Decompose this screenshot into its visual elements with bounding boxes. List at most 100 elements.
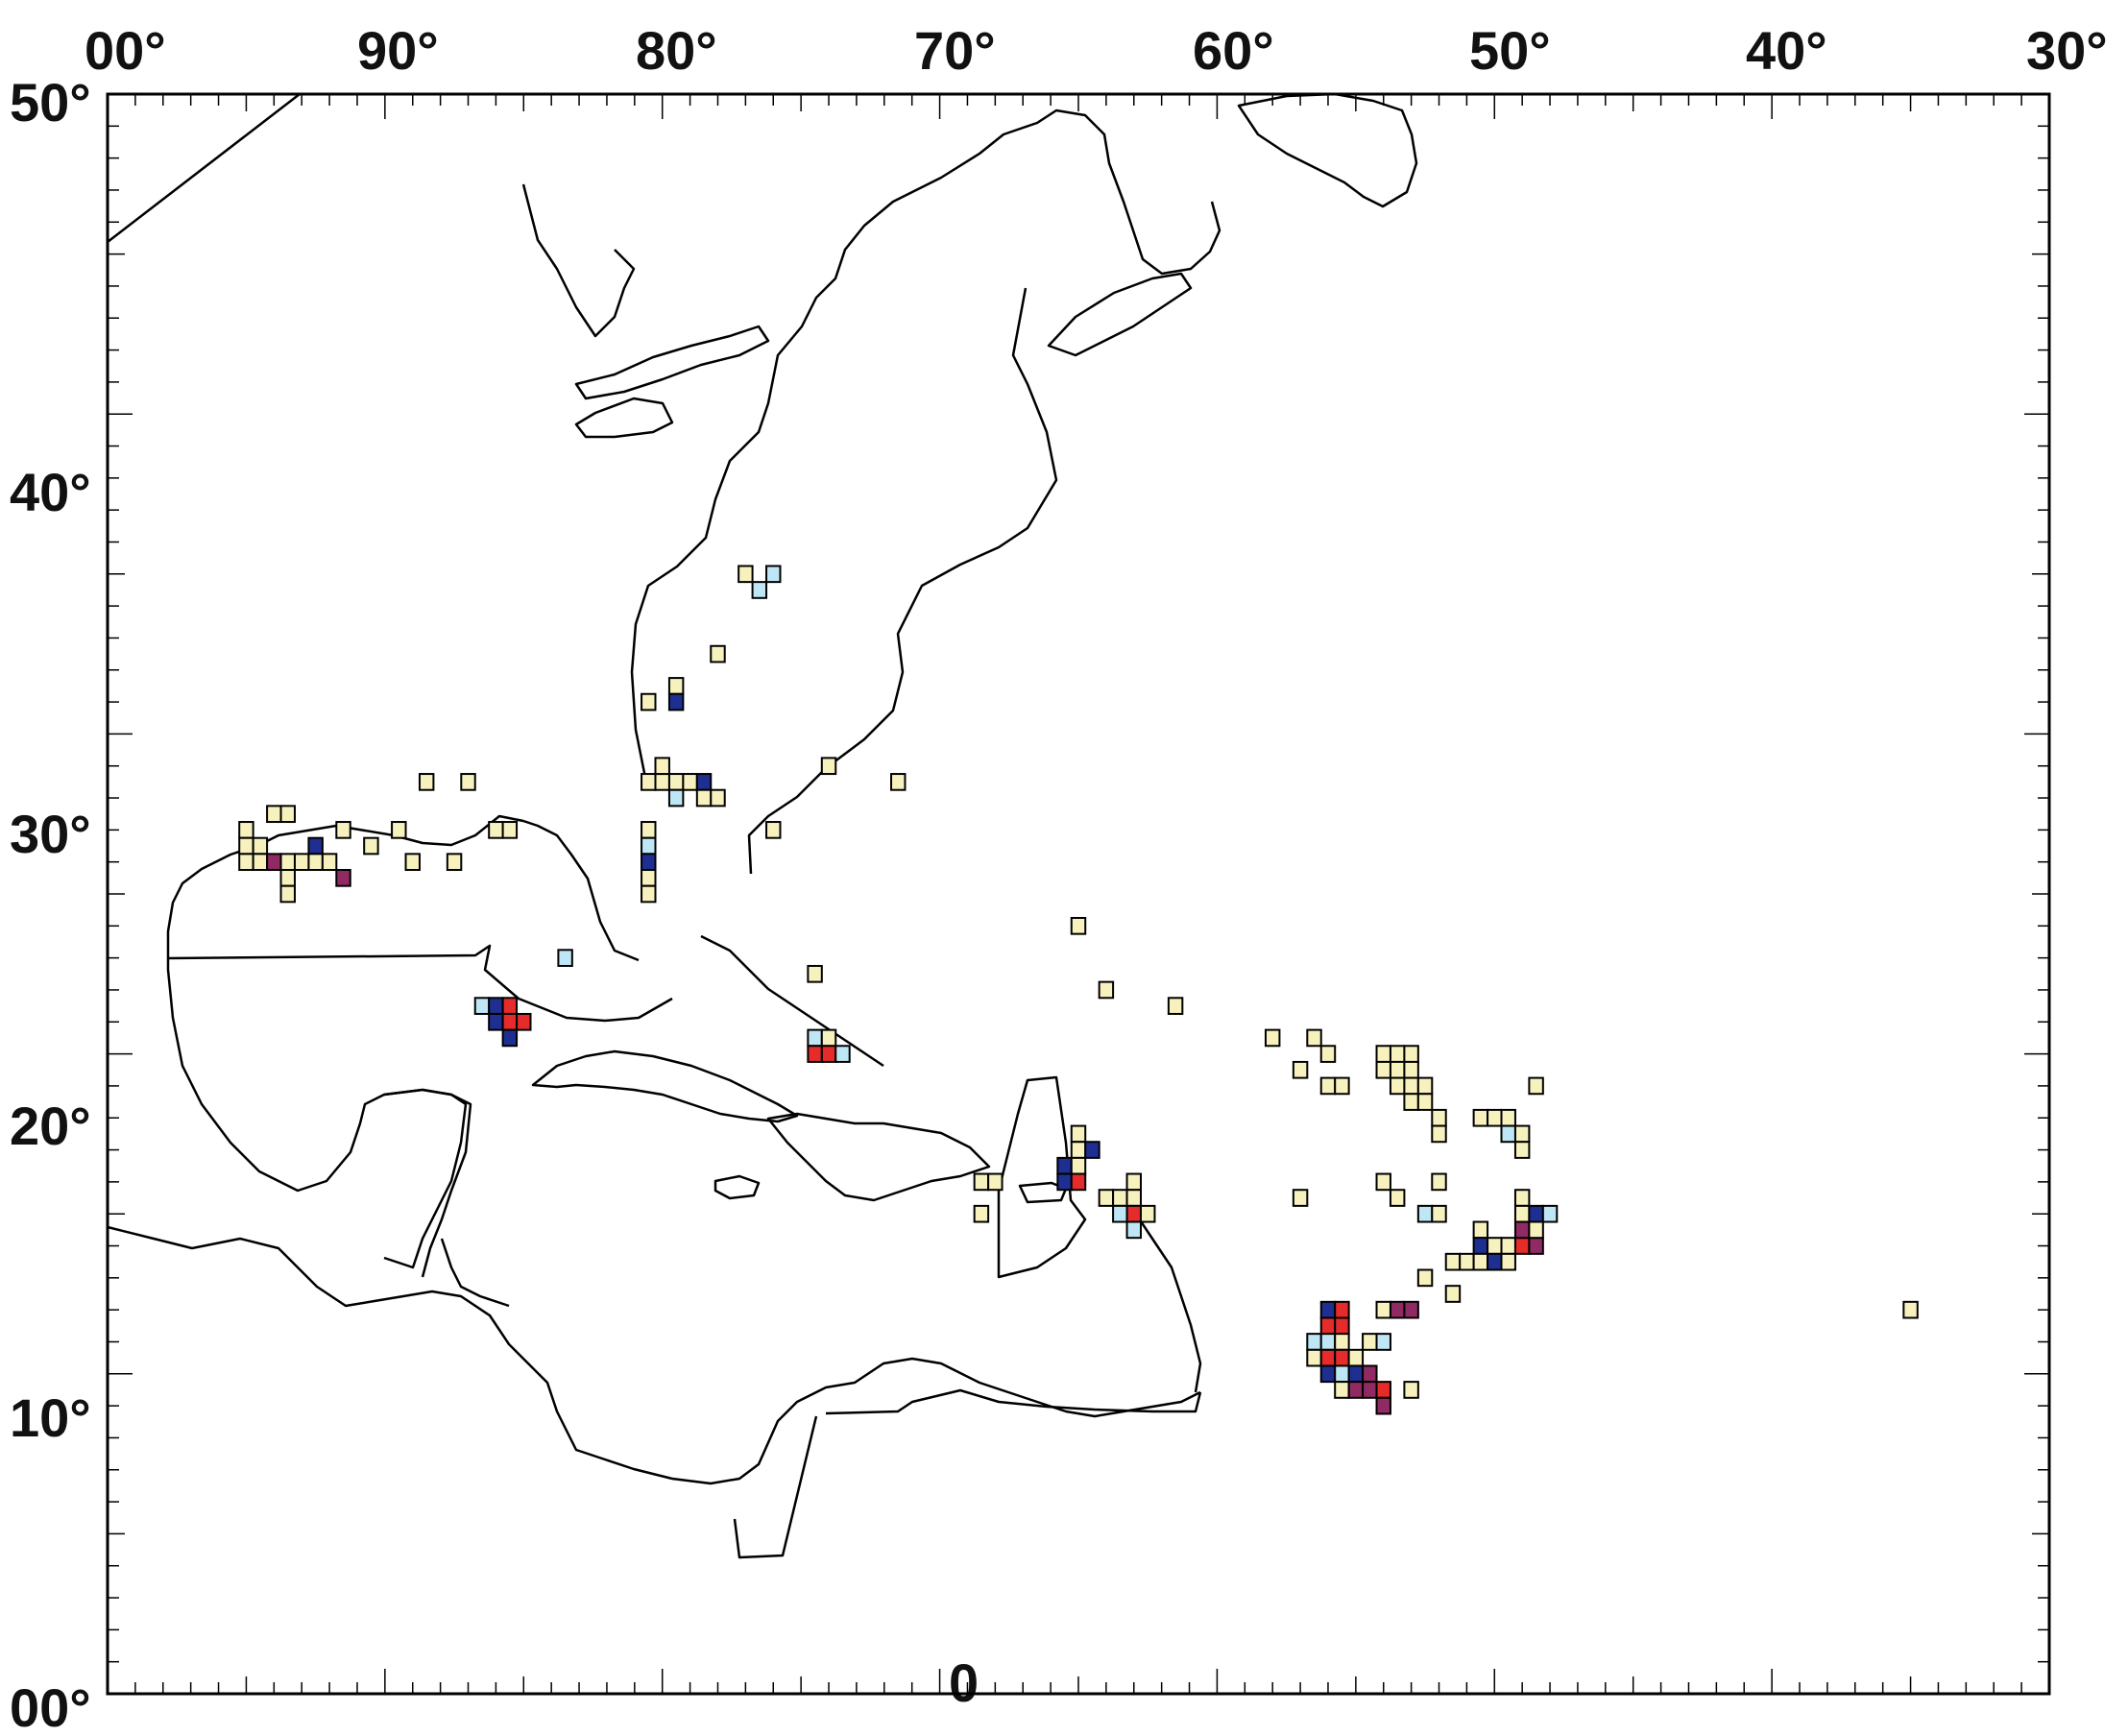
grid-cell-purple xyxy=(335,869,351,887)
grid-cell-cream xyxy=(418,773,435,791)
grid-cell-cream xyxy=(1500,1108,1516,1127)
grid-cell-cream xyxy=(1167,997,1184,1015)
grid-cell-dark-blue xyxy=(307,836,324,856)
top-label-70: 70° xyxy=(914,20,996,81)
grid-cell-cream xyxy=(238,853,254,872)
grid-cell-cream xyxy=(1098,1189,1115,1207)
grid-cell-dark-blue xyxy=(1056,1172,1073,1192)
grid-cell-cream xyxy=(710,788,726,808)
grid-cell-cream xyxy=(765,821,782,839)
grid-cell-cream xyxy=(738,565,754,584)
grid-cell-cream xyxy=(501,821,519,839)
grid-cell-light-blue xyxy=(641,836,657,856)
grid-cell-cream xyxy=(1403,1045,1419,1063)
grid-cell-cream xyxy=(641,773,657,791)
hispaniola xyxy=(766,1112,991,1202)
grid-cell-cream xyxy=(1375,1045,1391,1063)
grid-cell-cream xyxy=(1513,1204,1531,1223)
grid-cell-cream xyxy=(238,821,254,839)
grid-cell-light-blue xyxy=(1319,1333,1337,1351)
antilles-eez xyxy=(997,1075,1087,1279)
grid-cell-cream xyxy=(1375,1172,1391,1192)
left-label-50: 50° xyxy=(10,72,91,133)
grid-cell-cream xyxy=(1472,1108,1489,1127)
left-label-30: 30° xyxy=(10,804,91,864)
top-label-60: 60° xyxy=(1193,20,1274,81)
grid-cell-dark-blue xyxy=(667,692,685,711)
grid-cell-purple xyxy=(1403,1300,1419,1319)
grid-cell-cream xyxy=(1362,1333,1378,1351)
grid-cell-cream xyxy=(1375,1060,1391,1079)
grid-cell-cream xyxy=(1513,1124,1531,1144)
grid-cell-purple xyxy=(1362,1364,1378,1384)
left-label-0: 00° xyxy=(10,1677,91,1736)
lesser-antilles xyxy=(1131,1209,1202,1393)
grid-cell-cream xyxy=(641,884,657,904)
grid-cell-light-blue xyxy=(1541,1204,1559,1223)
grid-cell-cream xyxy=(1403,1076,1419,1096)
left-label-40: 40° xyxy=(10,462,91,522)
grid-cell-cream xyxy=(1416,1268,1434,1288)
grid-cell-cream xyxy=(1416,1076,1434,1096)
grid-cell-cream xyxy=(973,1204,990,1223)
south-america-north xyxy=(671,1357,1201,1485)
grid-cell-cream xyxy=(460,773,476,791)
grid-cell-dark-blue xyxy=(1528,1204,1544,1223)
grid-cell-red xyxy=(1334,1348,1350,1367)
grid-cell-cream xyxy=(1070,1156,1087,1175)
puerto-rico xyxy=(1018,1181,1068,1204)
grid-cell-red xyxy=(1375,1381,1391,1399)
north-america-coast xyxy=(630,108,1221,779)
grid-cell-cream xyxy=(820,757,837,776)
top-label-50: 50° xyxy=(1469,20,1551,81)
grid-cell-cream xyxy=(1513,1189,1531,1207)
grid-cell-cream xyxy=(1070,1124,1087,1144)
grid-cell-light-blue xyxy=(473,997,491,1015)
grid-cell-light-blue xyxy=(1125,1220,1142,1240)
top-label-40: 40° xyxy=(1746,20,1827,81)
grid-cell-cream xyxy=(1098,980,1115,1000)
diagonal-boundary xyxy=(107,93,301,243)
observation-cells xyxy=(238,565,1919,1415)
eez-south-line xyxy=(825,1388,1202,1415)
grid-cell-cream xyxy=(1070,916,1087,935)
grid-cell-light-blue xyxy=(807,1028,823,1048)
axis-ticks xyxy=(107,93,2050,1695)
grid-cell-light-blue xyxy=(834,1045,851,1063)
grid-cell-cream xyxy=(973,1172,990,1192)
grid-cell-purple xyxy=(1362,1381,1378,1399)
grid-cell-dark-blue xyxy=(1347,1364,1365,1384)
top-label-90: 90° xyxy=(357,20,439,81)
grid-cell-cream xyxy=(1528,1220,1544,1240)
bahamas xyxy=(700,934,884,1068)
left-label-10: 10° xyxy=(10,1387,91,1448)
grid-cell-cream xyxy=(1112,1189,1128,1207)
grid-cell-red xyxy=(1334,1316,1350,1336)
grid-cell-purple xyxy=(266,853,282,872)
grid-cell-cream xyxy=(266,805,282,824)
grid-cell-red xyxy=(1513,1237,1531,1255)
grid-cell-cream xyxy=(1403,1060,1419,1079)
grid-cell-dark-blue xyxy=(641,853,657,872)
grid-cell-purple xyxy=(1347,1381,1365,1399)
grid-cell-cream xyxy=(279,884,296,904)
grid-cell-purple xyxy=(1389,1300,1406,1319)
grid-cell-dark-blue xyxy=(488,997,504,1015)
grid-cell-cream xyxy=(1319,1045,1337,1063)
grid-cell-cream xyxy=(238,836,254,856)
venezuela-eez xyxy=(733,1415,818,1559)
grid-cell-cream xyxy=(1500,1252,1516,1271)
grid-cell-cream xyxy=(404,853,421,872)
grid-cell-light-blue xyxy=(1375,1333,1391,1351)
grid-cell-cream xyxy=(1902,1300,1919,1319)
grid-cell-dark-blue xyxy=(695,773,713,791)
grid-cell-cream xyxy=(1306,1028,1322,1048)
great-lakes-west xyxy=(521,183,636,338)
grid-cell-cream xyxy=(667,773,685,791)
map-frame xyxy=(106,92,2051,1696)
central-america xyxy=(107,1225,673,1481)
left-axis-labels: 50° 40° 30° 20° 10° 00° xyxy=(10,72,91,1736)
grid-cell-cream xyxy=(820,1028,837,1048)
grid-cell-cream xyxy=(1334,1333,1350,1351)
grid-cell-cream xyxy=(252,853,269,872)
